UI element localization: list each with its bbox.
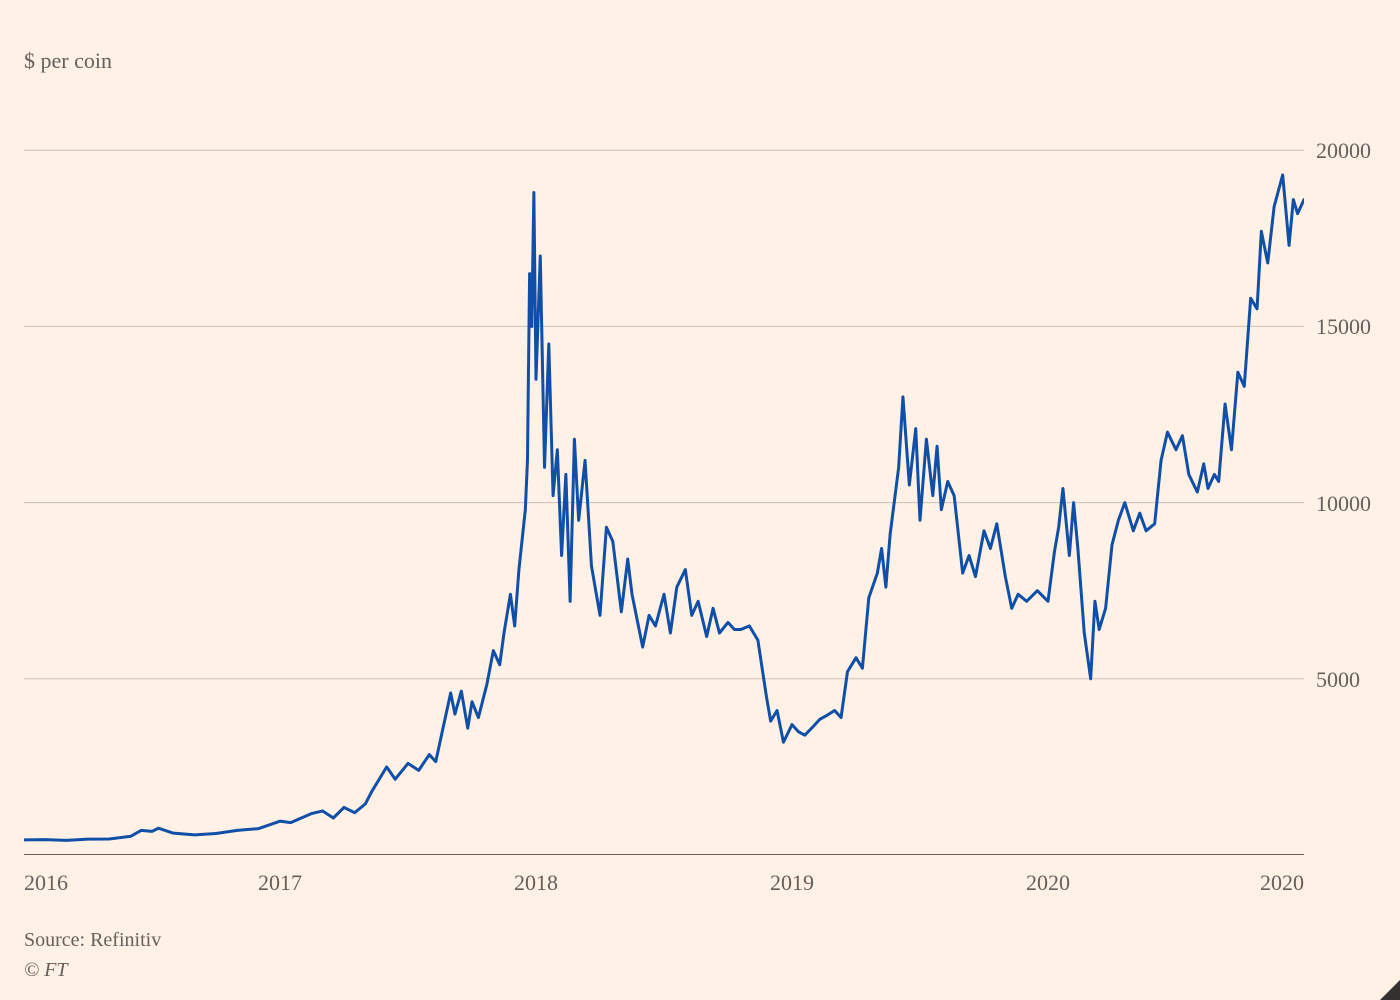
x-tick-label: 2020 [1026,870,1070,896]
y-tick-label: 5000 [1316,667,1360,693]
chart-plot [24,115,1304,855]
x-tick-label: 2018 [514,870,558,896]
x-tick-label: 2020 [1260,870,1304,896]
source-label: Source: Refinitiv [24,929,161,952]
x-tick-label: 2016 [24,870,68,896]
chart-subtitle: $ per coin [24,48,112,74]
x-tick-label: 2019 [770,870,814,896]
x-tick-label: 2017 [258,870,302,896]
y-tick-label: 15000 [1316,314,1371,340]
y-tick-label: 10000 [1316,491,1371,517]
corner-triangle-icon [1380,980,1400,1000]
y-tick-label: 20000 [1316,138,1371,164]
chart-container: $ per coin 5000 10000 15000 20000 2016 2017 2… [0,0,1400,1000]
copyright-label: © FT [24,959,68,982]
